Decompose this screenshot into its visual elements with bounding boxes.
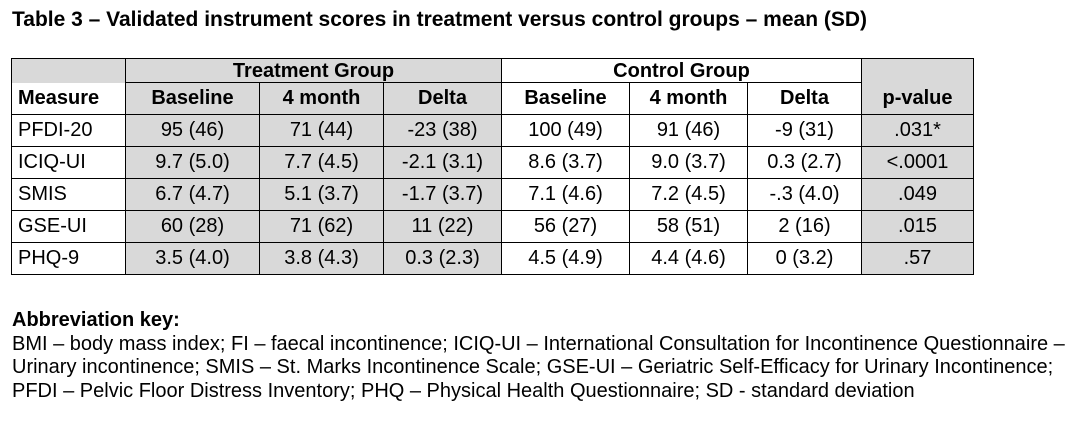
control-4month-cell: 4.4 (4.6)	[629, 242, 748, 275]
col-header-measure: Measure	[11, 82, 126, 115]
control-group-header: Control Group	[501, 58, 862, 83]
col-header-control-4month: 4 month	[629, 82, 748, 115]
control-baseline-cell: 56 (27)	[501, 210, 630, 243]
treatment-delta-cell: -2.1 (3.1)	[383, 146, 502, 179]
p-value-cell: .015	[861, 210, 974, 243]
treatment-4month-cell: 71 (62)	[259, 210, 384, 243]
table-row: PHQ-9 3.5 (4.0) 3.8 (4.3) 0.3 (2.3) 4.5 …	[11, 242, 974, 275]
control-delta-cell: -.3 (4.0)	[747, 178, 862, 211]
p-value-cell: <.0001	[861, 146, 974, 179]
control-4month-cell: 58 (51)	[629, 210, 748, 243]
control-delta-cell: 2 (16)	[747, 210, 862, 243]
treatment-baseline-cell: 95 (46)	[125, 114, 260, 147]
column-header-row: Measure Baseline 4 month Delta Baseline …	[11, 82, 974, 115]
control-4month-cell: 9.0 (3.7)	[629, 146, 748, 179]
col-header-control-delta: Delta	[747, 82, 862, 115]
p-value-cell: .57	[861, 242, 974, 275]
treatment-4month-cell: 5.1 (3.7)	[259, 178, 384, 211]
p-value-cell: .049	[861, 178, 974, 211]
blank-header-cell	[11, 58, 126, 83]
table-row: GSE-UI 60 (28) 71 (62) 11 (22) 56 (27) 5…	[11, 210, 974, 243]
table-row: PFDI-20 95 (46) 71 (44) -23 (38) 100 (49…	[11, 114, 974, 147]
table-row: ICIQ-UI 9.7 (5.0) 7.7 (4.5) -2.1 (3.1) 8…	[11, 146, 974, 179]
abbreviation-key-title: Abbreviation key:	[12, 309, 180, 331]
p-value-cell: .031*	[861, 114, 974, 147]
control-4month-cell: 7.2 (4.5)	[629, 178, 748, 211]
abbreviation-key-text: BMI – body mass index; FI – faecal incon…	[12, 332, 1065, 402]
measure-cell: SMIS	[11, 178, 126, 211]
col-header-control-baseline: Baseline	[501, 82, 630, 115]
treatment-group-header: Treatment Group	[125, 58, 502, 83]
treatment-delta-cell: 0.3 (2.3)	[383, 242, 502, 275]
col-header-treatment-delta: Delta	[383, 82, 502, 115]
control-delta-cell: 0.3 (2.7)	[747, 146, 862, 179]
treatment-delta-cell: 11 (22)	[383, 210, 502, 243]
treatment-delta-cell: -23 (38)	[383, 114, 502, 147]
col-header-treatment-4month: 4 month	[259, 82, 384, 115]
treatment-delta-cell: -1.7 (3.7)	[383, 178, 502, 211]
control-baseline-cell: 7.1 (4.6)	[501, 178, 630, 211]
blank-header-cell	[861, 58, 974, 83]
control-baseline-cell: 100 (49)	[501, 114, 630, 147]
group-header-row: Treatment Group Control Group	[11, 58, 974, 83]
control-baseline-cell: 4.5 (4.9)	[501, 242, 630, 275]
table-row: SMIS 6.7 (4.7) 5.1 (3.7) -1.7 (3.7) 7.1 …	[11, 178, 974, 211]
treatment-baseline-cell: 6.7 (4.7)	[125, 178, 260, 211]
control-4month-cell: 91 (46)	[629, 114, 748, 147]
control-baseline-cell: 8.6 (3.7)	[501, 146, 630, 179]
measure-cell: PFDI-20	[11, 114, 126, 147]
treatment-4month-cell: 3.8 (4.3)	[259, 242, 384, 275]
treatment-4month-cell: 71 (44)	[259, 114, 384, 147]
control-delta-cell: -9 (31)	[747, 114, 862, 147]
measure-cell: ICIQ-UI	[11, 146, 126, 179]
treatment-baseline-cell: 9.7 (5.0)	[125, 146, 260, 179]
treatment-baseline-cell: 60 (28)	[125, 210, 260, 243]
scores-table: Treatment Group Control Group Measure Ba…	[11, 58, 974, 275]
control-delta-cell: 0 (3.2)	[747, 242, 862, 275]
treatment-4month-cell: 7.7 (4.5)	[259, 146, 384, 179]
col-header-p-value: p-value	[861, 82, 974, 115]
measure-cell: PHQ-9	[11, 242, 126, 275]
measure-cell: GSE-UI	[11, 210, 126, 243]
treatment-baseline-cell: 3.5 (4.0)	[125, 242, 260, 275]
col-header-treatment-baseline: Baseline	[125, 82, 260, 115]
table-title: Table 3 – Validated instrument scores in…	[12, 8, 868, 31]
abbreviation-key: Abbreviation key: BMI – body mass index;…	[12, 309, 1074, 403]
